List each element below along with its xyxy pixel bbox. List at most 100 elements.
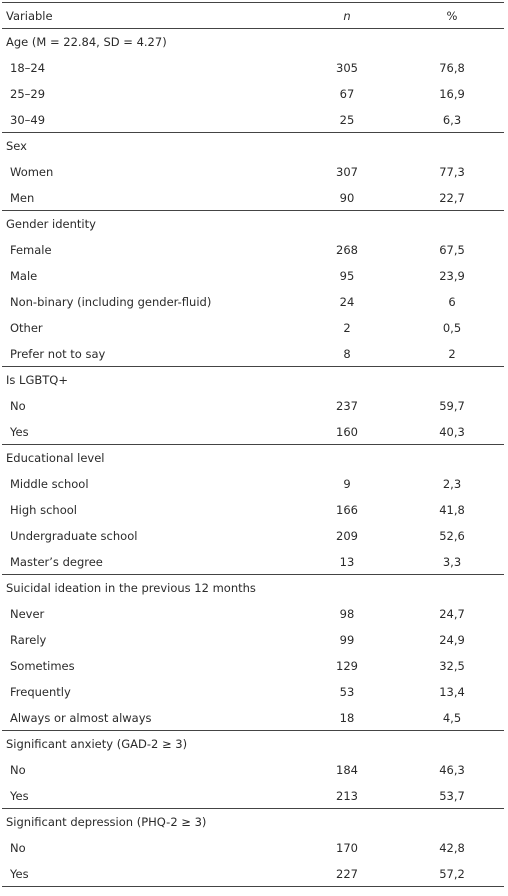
data-row: Male 95 23,9 bbox=[2, 263, 504, 289]
cell: 305 bbox=[336, 61, 358, 75]
cell: 41,8 bbox=[439, 503, 465, 517]
cell: 23,9 bbox=[439, 269, 465, 283]
section-title-row: Suicidal ideation in the previous 12 mon… bbox=[2, 575, 504, 601]
cell: 95 bbox=[339, 269, 355, 283]
cell: Men bbox=[10, 191, 35, 205]
cell: 129 bbox=[336, 659, 358, 673]
cell: 24,9 bbox=[439, 633, 465, 647]
cell: 30–49 bbox=[10, 113, 46, 127]
section-title-row: Significant depression (PHQ-2 ≥ 3) bbox=[2, 809, 504, 835]
cell: Yes bbox=[10, 789, 29, 803]
cell: 213 bbox=[336, 789, 358, 803]
data-row: Undergraduate school 209 52,6 bbox=[2, 523, 504, 549]
cell: 90 bbox=[339, 191, 355, 205]
section-title-row: Age (M = 22.84, SD = 4.27) bbox=[2, 29, 504, 55]
data-row: 30–49 25 6,3 bbox=[2, 107, 504, 133]
cell: Yes bbox=[10, 867, 29, 881]
data-row: 18–24 305 76,8 bbox=[2, 55, 504, 81]
cell: Male bbox=[10, 269, 38, 283]
section-title: Gender identity bbox=[6, 217, 96, 231]
cell: 76,8 bbox=[439, 61, 465, 75]
cell: 25–29 bbox=[10, 87, 46, 101]
cell: Prefer not to say bbox=[10, 347, 106, 361]
cell: Always or almost always bbox=[10, 711, 152, 725]
header-cell: Variable bbox=[6, 9, 53, 23]
cell: 53 bbox=[339, 685, 355, 699]
cell: 2 bbox=[343, 321, 351, 335]
cell: 32,5 bbox=[439, 659, 465, 673]
data-row: Yes 213 53,7 bbox=[2, 783, 504, 809]
cell: 0,5 bbox=[442, 321, 462, 335]
cell: 166 bbox=[336, 503, 358, 517]
cell: Non-binary (including gender-fluid) bbox=[10, 295, 212, 309]
header-cell: % bbox=[446, 9, 458, 23]
cell: Female bbox=[10, 243, 52, 257]
cell: Middle school bbox=[10, 477, 89, 491]
cell: 9 bbox=[343, 477, 351, 491]
cell: 59,7 bbox=[439, 399, 465, 413]
section-title: Is LGBTQ+ bbox=[6, 373, 68, 387]
section-title-row: Gender identity bbox=[2, 211, 504, 237]
cell: 40,3 bbox=[439, 425, 465, 439]
cell: 46,3 bbox=[439, 763, 465, 777]
table: Variable n% Age (M = 22.84, SD = 4.27) 18–2… bbox=[2, 2, 504, 887]
cell: 57,2 bbox=[439, 867, 465, 881]
section-title-row: Educational level bbox=[2, 445, 504, 471]
section-title: Educational level bbox=[6, 451, 105, 465]
cell: Frequently bbox=[10, 685, 71, 699]
data-row: High school 166 41,8 bbox=[2, 497, 504, 523]
cell: 8 bbox=[343, 347, 351, 361]
cell: 4,5 bbox=[442, 711, 462, 725]
cell: 184 bbox=[336, 763, 358, 777]
data-row: Middle school 9 2,3 bbox=[2, 471, 504, 497]
data-row: Master’s degree 13 3,3 bbox=[2, 549, 504, 575]
cell: Sometimes bbox=[10, 659, 75, 673]
data-row: Yes 227 57,2 bbox=[2, 861, 504, 887]
cell: 18 bbox=[339, 711, 355, 725]
section-title-row: Significant anxiety (GAD-2 ≥ 3) bbox=[2, 731, 504, 757]
cell: Rarely bbox=[10, 633, 47, 647]
cell: Undergraduate school bbox=[10, 529, 138, 543]
data-row: Other 2 0,5 bbox=[2, 315, 504, 341]
cell: 25 bbox=[339, 113, 355, 127]
cell: 13,4 bbox=[439, 685, 465, 699]
cell: 77,3 bbox=[439, 165, 465, 179]
data-row: Men 90 22,7 bbox=[2, 185, 504, 211]
cell: 227 bbox=[336, 867, 358, 881]
header-cell: n bbox=[343, 9, 351, 23]
cell: 67 bbox=[339, 87, 355, 101]
cell: 237 bbox=[336, 399, 358, 413]
cell: 22,7 bbox=[439, 191, 465, 205]
data-row: No 170 42,8 bbox=[2, 835, 504, 861]
data-row: Non-binary (including gender-fluid) 24 6 bbox=[2, 289, 504, 315]
cell: 3,3 bbox=[442, 555, 462, 569]
data-row: Sometimes 129 32,5 bbox=[2, 653, 504, 679]
data-row: No 184 46,3 bbox=[2, 757, 504, 783]
section-title: Sex bbox=[6, 139, 27, 153]
section-title: Significant depression (PHQ-2 ≥ 3) bbox=[6, 815, 207, 829]
section-title-row: Sex bbox=[2, 133, 504, 159]
data-row: No 237 59,7 bbox=[2, 393, 504, 419]
header-row: Variable n% bbox=[2, 3, 504, 29]
data-row: Always or almost always 18 4,5 bbox=[2, 705, 504, 731]
data-row: 25–29 67 16,9 bbox=[2, 81, 504, 107]
cell: 6 bbox=[448, 295, 456, 309]
cell: 307 bbox=[336, 165, 358, 179]
cell: 52,6 bbox=[439, 529, 465, 543]
cell: 209 bbox=[336, 529, 358, 543]
cell: 99 bbox=[339, 633, 355, 647]
cell: 6,3 bbox=[442, 113, 462, 127]
cell: 24 bbox=[339, 295, 355, 309]
data-row: Female 268 67,5 bbox=[2, 237, 504, 263]
data-row: Women 307 77,3 bbox=[2, 159, 504, 185]
cell: 2,3 bbox=[442, 477, 462, 491]
cell: 24,7 bbox=[439, 607, 465, 621]
cell: Other bbox=[10, 321, 43, 335]
cell: High school bbox=[10, 503, 77, 517]
cell: 67,5 bbox=[439, 243, 465, 257]
cell: 160 bbox=[336, 425, 358, 439]
cell: No bbox=[10, 763, 26, 777]
section-title: Age (M = 22.84, SD = 4.27) bbox=[6, 35, 167, 49]
cell: Women bbox=[10, 165, 54, 179]
